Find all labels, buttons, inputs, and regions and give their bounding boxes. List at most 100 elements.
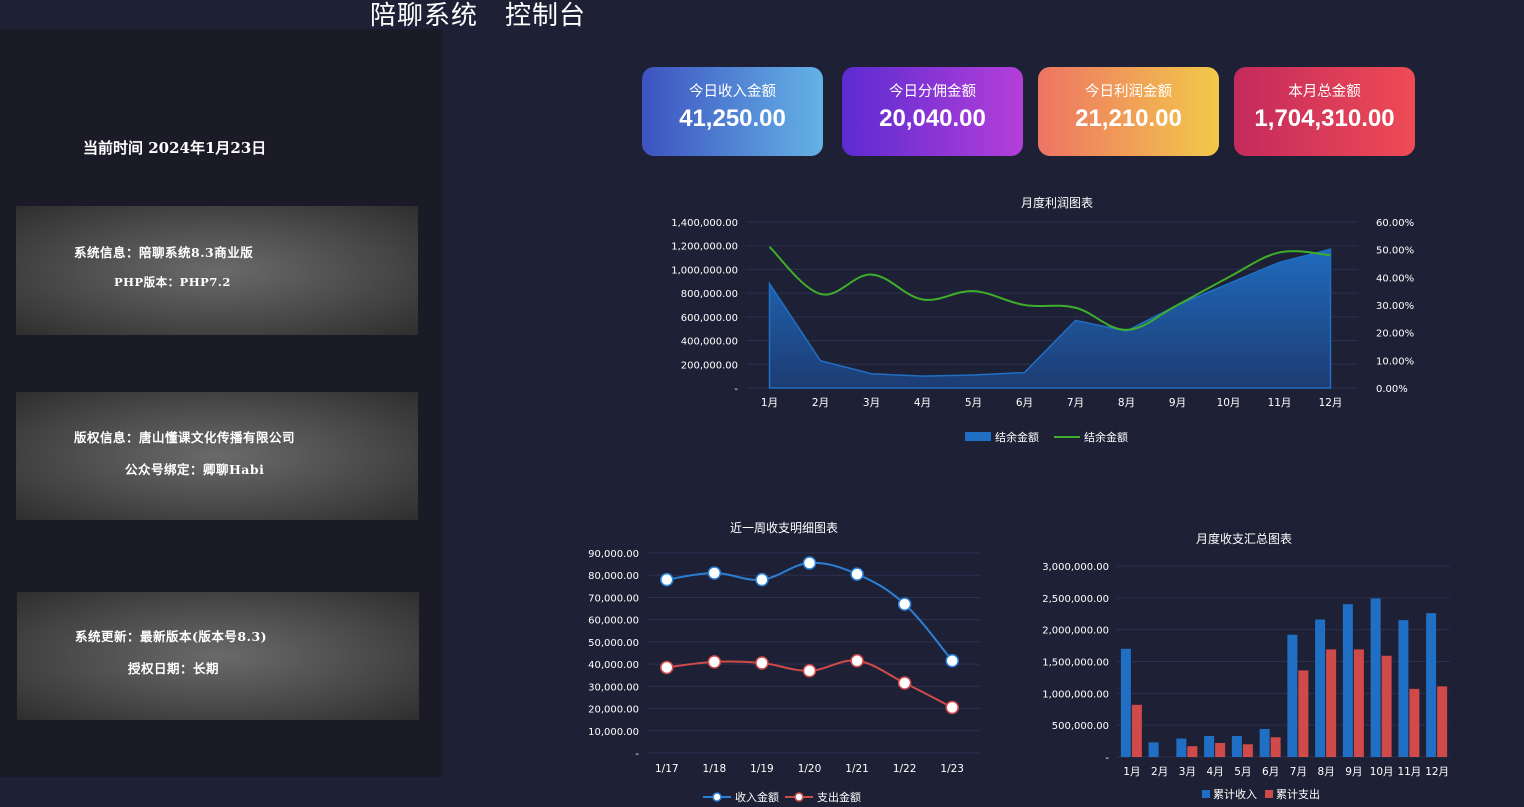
data-point — [945, 700, 959, 715]
y-tick-label: - — [734, 384, 738, 395]
legend-swatch-area — [965, 432, 991, 441]
bar-expense — [1353, 649, 1364, 757]
x-tick-label: 4月 — [914, 397, 931, 409]
stat-card-today-commission: 今日分佣金额 20,040.00 — [842, 67, 1023, 156]
bar-expense — [1187, 746, 1198, 757]
y-tick-label: 400,000.00 — [681, 337, 738, 348]
y2-tick-label: 10.00% — [1376, 356, 1414, 367]
legend-label: 支出金额 — [817, 790, 861, 804]
data-point — [660, 572, 674, 587]
x-tick-label: 10月 — [1370, 766, 1394, 778]
bar-expense — [1326, 649, 1337, 757]
monthly-summary-chart: 月度收支汇总图表 - 500,000.00 1,000,000.00 1,500,00… — [1042, 531, 1450, 801]
bar-expense — [1381, 655, 1392, 757]
data-point — [707, 655, 722, 669]
sidebar: 当前时间 2024年1月23日 系统信息：陪聊系统8.3商业版 PHP版本：PH… — [0, 29, 443, 777]
series-line-balance-rate — [768, 246, 1331, 331]
y-tick-label: - — [635, 749, 639, 760]
legend-swatch — [1202, 790, 1210, 798]
bar-expense — [1242, 744, 1253, 757]
x-tick-label: 1/20 — [798, 763, 822, 775]
bar-income — [1370, 598, 1381, 757]
x-tick-label: 6月 — [1262, 766, 1279, 778]
y-tick-label: 600,000.00 — [681, 313, 738, 324]
x-tick-label: 1月 — [1123, 766, 1140, 778]
x-tick-label: 11月 — [1397, 766, 1421, 778]
x-tick-label: 3月 — [1179, 766, 1196, 778]
bar-income — [1342, 604, 1353, 757]
bar-income — [1398, 620, 1409, 757]
bar-income — [1120, 648, 1131, 757]
legend-marker — [794, 792, 804, 802]
y-tick-label: 30,000.00 — [588, 682, 639, 693]
data-point — [850, 567, 864, 581]
y2-tick-label: 30.00% — [1376, 301, 1414, 312]
y-tick-label: 2,000,000.00 — [1042, 626, 1109, 637]
x-tick-label: 1/19 — [750, 763, 774, 775]
y-tick-label: 2,500,000.00 — [1042, 594, 1109, 605]
data-point — [755, 656, 769, 670]
y-tick-label: 500,000.00 — [1052, 721, 1109, 732]
legend-marker — [712, 792, 722, 802]
x-tick-label: 1/17 — [655, 763, 679, 775]
bar-income — [1259, 728, 1270, 757]
legend-swatch — [1265, 790, 1273, 798]
update-text: 系统更新：最新版本(版本号8.3) — [75, 629, 268, 644]
system-info-card: 系统信息：陪聊系统8.3商业版 PHP版本：PHP7.2 — [16, 206, 418, 335]
x-tick-label: 5月 — [965, 397, 982, 409]
x-tick-label: 12月 — [1425, 766, 1449, 778]
monthly-profit-chart: 月度利润图表 - 200,000.00 400,000.00 600,000.00 80… — [671, 195, 1414, 444]
bar-income — [1176, 738, 1187, 757]
x-tick-label: 12月 — [1319, 397, 1343, 409]
x-tick-label: 11月 — [1268, 397, 1292, 409]
license-date-text: 授权日期：长期 — [128, 661, 220, 676]
bar-income — [1148, 742, 1159, 757]
bar-expense — [1215, 742, 1226, 757]
stat-card-today-income: 今日收入金额 41,250.00 — [642, 67, 823, 156]
system-info-text: 系统信息：陪聊系统8.3商业版 — [74, 245, 254, 260]
current-time: 当前时间 2024年1月23日 — [83, 139, 267, 157]
chart-title: 月度收支汇总图表 — [1196, 531, 1292, 546]
x-tick-label: 1/18 — [703, 763, 727, 775]
legend-label: 结余金额 — [995, 430, 1039, 444]
y-tick-label: 20,000.00 — [588, 705, 639, 716]
bar-income — [1231, 735, 1242, 757]
x-tick-label: 10月 — [1217, 397, 1241, 409]
y-tick-label: 1,200,000.00 — [671, 242, 738, 253]
legend-label: 累计收入 — [1213, 787, 1257, 801]
y-tick-label: - — [1105, 753, 1109, 764]
y-tick-label: 1,500,000.00 — [1042, 658, 1109, 669]
y-tick-label: 90,000.00 — [588, 549, 639, 560]
y-tick-label: 200,000.00 — [681, 360, 738, 371]
data-point — [707, 566, 722, 580]
bar-expense — [1131, 704, 1142, 757]
php-version-text: PHP版本：PHP7.2 — [114, 275, 231, 289]
y2-tick-label: 0.00% — [1376, 384, 1408, 395]
x-tick-label: 1月 — [761, 397, 778, 409]
bar-income — [1287, 634, 1298, 757]
x-tick-label: 8月 — [1118, 397, 1135, 409]
stat-value: 41,250.00 — [679, 105, 786, 132]
stat-card-month-total: 本月总金额 1,704,310.00 — [1234, 67, 1415, 156]
weekly-detail-chart: 近一周收支明细图表 - 10,000.00 20,000.00 30,000.00 40… — [588, 521, 980, 804]
y-tick-label: 60,000.00 — [588, 616, 639, 627]
x-tick-label: 1/21 — [845, 763, 869, 775]
x-tick-label: 9月 — [1169, 397, 1186, 409]
y-tick-label: 40,000.00 — [588, 660, 639, 671]
y-tick-label: 800,000.00 — [681, 289, 738, 300]
data-point — [755, 572, 769, 587]
data-point — [802, 664, 817, 678]
x-tick-label: 9月 — [1345, 766, 1362, 778]
stat-value: 1,704,310.00 — [1254, 105, 1395, 132]
x-tick-label: 7月 — [1067, 397, 1084, 409]
data-point — [897, 597, 912, 611]
update-card: 系统更新：最新版本(版本号8.3) 授权日期：长期 — [17, 592, 419, 720]
legend-label: 累计支出 — [1276, 787, 1320, 801]
legend-label: 收入金额 — [735, 790, 779, 804]
y2-tick-label: 20.00% — [1376, 329, 1414, 340]
bar-expense — [1409, 688, 1420, 757]
y-tick-label: 80,000.00 — [588, 571, 639, 582]
y2-tick-label: 50.00% — [1376, 246, 1414, 257]
bar-expense — [1270, 737, 1281, 757]
y-tick-label: 70,000.00 — [588, 593, 639, 604]
